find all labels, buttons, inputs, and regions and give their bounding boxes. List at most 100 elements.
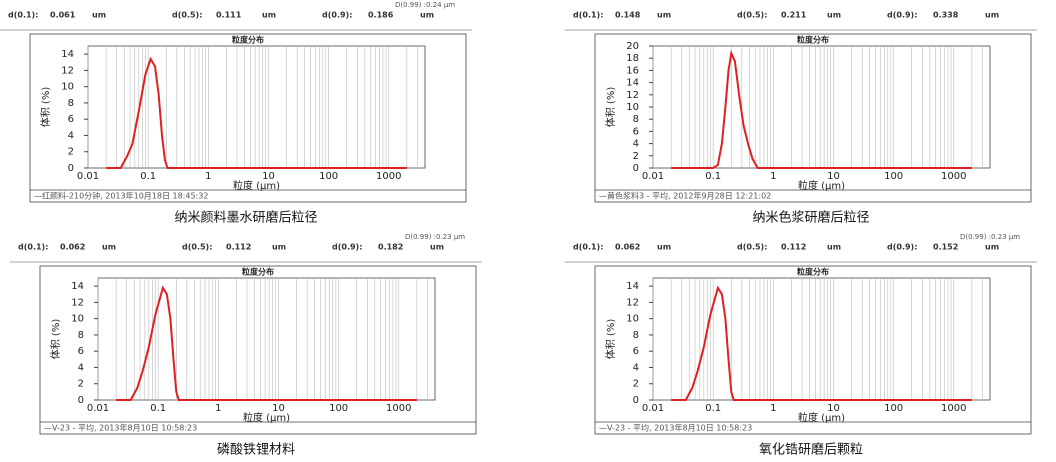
legend-entry: —黄色浆料3 - 平均, 2012年9月28日 12:21:02 xyxy=(599,191,771,201)
x-tick-label: 1 xyxy=(215,403,221,414)
stat-value: 0.062 xyxy=(615,243,640,252)
stat-unit: um xyxy=(92,11,106,20)
stat-label: d(0.9): xyxy=(332,243,362,252)
note: D(0.99) :0.23 μm xyxy=(405,233,465,241)
y-tick-label: 14 xyxy=(626,281,639,292)
y-tick-label: 10 xyxy=(61,82,74,93)
stat-unit: um xyxy=(272,243,286,252)
y-tick-label: 2 xyxy=(78,379,84,390)
legend-entry: —红颜料-210分钟, 2013年10月18日 18:45:32 xyxy=(34,191,208,201)
data-line xyxy=(116,285,417,401)
chart-title: 粒度分布 xyxy=(797,35,829,45)
y-tick-label: 4 xyxy=(633,139,639,150)
stat-unit: um xyxy=(262,11,276,20)
y-tick-label: 0 xyxy=(633,395,639,406)
chart-title: 粒度分布 xyxy=(797,267,829,277)
y-tick-label: 12 xyxy=(626,297,639,308)
x-tick-label: 1000 xyxy=(941,403,966,414)
x-tick-label: 100 xyxy=(329,403,348,414)
y-tick-label: 12 xyxy=(71,297,84,308)
panel: d(0.1): 0.062 um d(0.5): 0.112 um d(0.9): 0.152… xyxy=(565,233,1037,458)
stat-unit: um xyxy=(657,243,671,252)
x-tick-label: 1 xyxy=(770,171,776,182)
x-tick-label: 1000 xyxy=(386,403,411,414)
stat-unit: um xyxy=(102,243,116,252)
x-tick-label: 100 xyxy=(884,403,903,414)
x-axis-label: 粒度 (μm) xyxy=(243,411,290,424)
data-line xyxy=(106,56,407,169)
x-tick-label: 0.1 xyxy=(705,171,721,182)
stat-label: d(0.9): xyxy=(887,243,917,252)
y-tick-label: 8 xyxy=(633,330,639,341)
y-tick-label: 6 xyxy=(633,346,639,357)
caption: 纳米色浆研磨后粒径 xyxy=(752,210,869,226)
stat-value: 0.111 xyxy=(216,11,242,20)
panel: d(0.1): 0.062 um d(0.5): 0.112 um d(0.9): 0.182… xyxy=(10,233,482,458)
x-tick-label: 10 xyxy=(827,171,840,182)
y-tick-label: 6 xyxy=(78,346,84,357)
x-axis-label: 粒度 (μm) xyxy=(798,179,845,192)
x-tick-label: 0.1 xyxy=(705,403,721,414)
y-tick-label: 10 xyxy=(626,314,639,325)
x-tick-label: 0.01 xyxy=(642,403,664,414)
stat-label: d(0.1): xyxy=(573,11,603,20)
y-tick-label: 6 xyxy=(633,126,639,137)
stat-value: 0.148 xyxy=(615,11,641,20)
y-axis-label: 体积 (%) xyxy=(605,319,617,360)
caption: 氧化锆研磨后颗粒 xyxy=(759,443,863,458)
stat-unit: um xyxy=(420,11,434,20)
y-tick-label: 0 xyxy=(68,163,74,174)
y-tick-label: 2 xyxy=(633,151,639,162)
stat-label: d(0.5): xyxy=(172,11,202,20)
x-tick-label: 100 xyxy=(319,171,338,182)
caption: 磷酸铁锂材料 xyxy=(217,443,295,458)
x-tick-label: 100 xyxy=(884,171,903,182)
panel: d(0.1): 0.148 um d(0.5): 0.211 um d(0.9): 0.338… xyxy=(565,11,1037,226)
stat-value: 0.112 xyxy=(226,243,251,252)
x-tick-label: 1000 xyxy=(376,171,401,182)
y-tick-label: 10 xyxy=(71,314,84,325)
y-axis-label: 体积 (%) xyxy=(50,319,62,360)
stat-unit: um xyxy=(985,243,999,252)
y-tick-label: 0 xyxy=(633,163,639,174)
y-tick-label: 12 xyxy=(626,90,639,101)
stat-value: 0.338 xyxy=(933,11,959,20)
note: D(0.99) :0.23 μm xyxy=(960,233,1020,241)
data-line xyxy=(671,285,972,401)
y-tick-label: 6 xyxy=(68,114,74,125)
y-axis-label: 体积 (%) xyxy=(40,87,52,128)
stat-unit: um xyxy=(430,243,444,252)
stat-value: 0.112 xyxy=(781,243,806,252)
stat-label: d(0.5): xyxy=(737,11,767,20)
stat-label: d(0.1): xyxy=(18,243,48,252)
stat-label: d(0.5): xyxy=(182,243,212,252)
stat-unit: um xyxy=(827,243,841,252)
x-tick-label: 1 xyxy=(770,403,776,414)
stat-unit: um xyxy=(827,11,841,20)
y-tick-label: 12 xyxy=(61,65,74,76)
x-tick-label: 0.1 xyxy=(140,171,156,182)
x-tick-label: 1000 xyxy=(941,171,966,182)
stat-label: d(0.5): xyxy=(737,243,767,252)
y-tick-label: 8 xyxy=(78,330,84,341)
stat-label: d(0.1): xyxy=(573,243,603,252)
y-tick-label: 18 xyxy=(626,53,639,64)
stat-value: 0.061 xyxy=(50,11,76,20)
stat-value: 0.186 xyxy=(368,11,394,20)
x-tick-label: 0.01 xyxy=(642,171,664,182)
stat-value: 0.182 xyxy=(378,243,403,252)
y-tick-label: 8 xyxy=(68,98,74,109)
panel: d(0.1): 0.061 um d(0.5): 0.111 um d(0.9): 0.186… xyxy=(0,1,472,226)
caption: 纳米颜料墨水研磨后粒径 xyxy=(174,210,317,226)
chart-title: 粒度分布 xyxy=(242,267,274,277)
chart-frame xyxy=(29,33,467,203)
stat-label: d(0.9): xyxy=(322,11,352,20)
x-tick-label: 10 xyxy=(272,403,285,414)
legend-entry: —V-23 - 平均, 2013年8月10日 10:58:23 xyxy=(44,423,197,433)
stat-unit: um xyxy=(657,11,671,20)
y-tick-label: 20 xyxy=(626,41,639,52)
x-axis-label: 粒度 (μm) xyxy=(798,411,845,424)
x-tick-label: 0.1 xyxy=(150,403,166,414)
y-tick-label: 14 xyxy=(626,78,639,89)
